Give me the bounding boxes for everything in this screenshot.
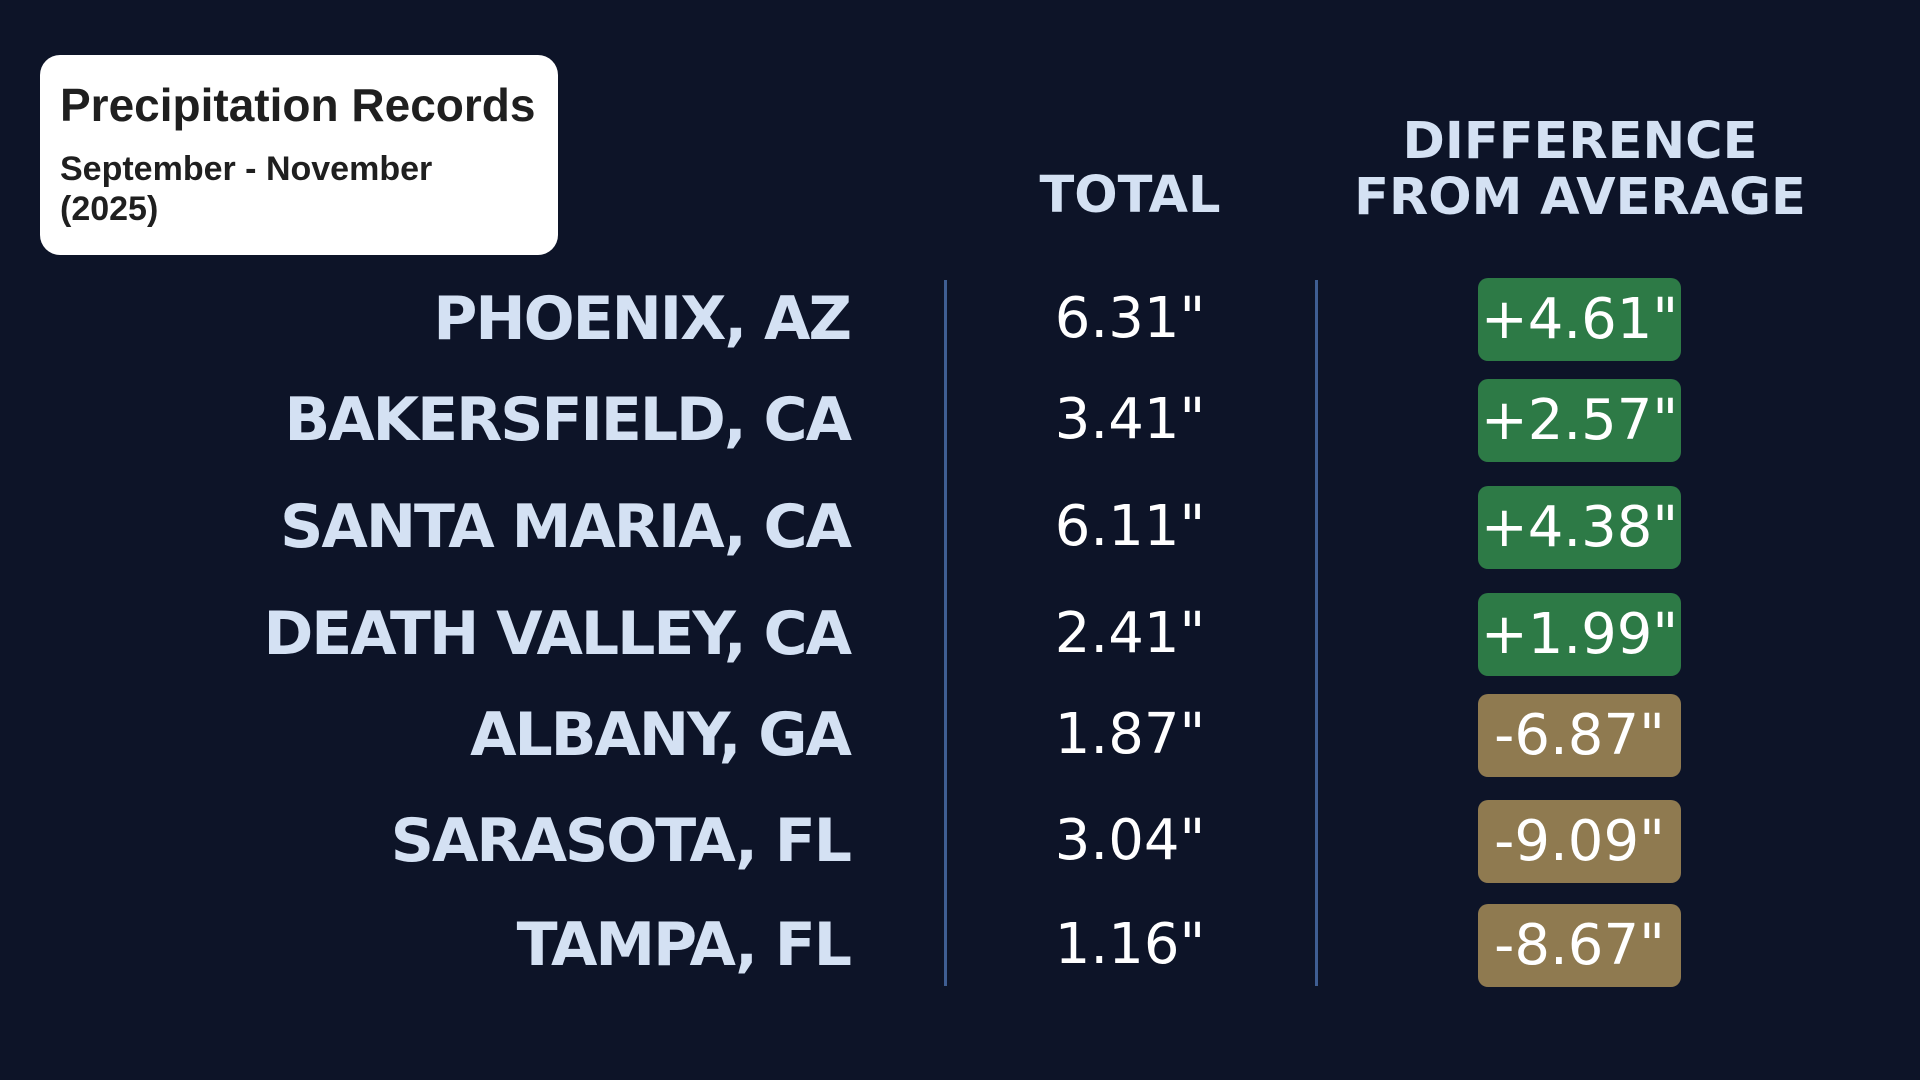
row-difference-badge: +4.61" — [1478, 278, 1681, 361]
row-difference-badge: -6.87" — [1478, 694, 1681, 777]
row-city-label: PHOENIX, AZ — [433, 284, 852, 354]
column-header-difference-line-2: FROM AVERAGE — [1354, 168, 1806, 227]
row-city-label: TAMPA, FL — [516, 910, 852, 980]
title-card: Precipitation Records September - Novemb… — [40, 55, 558, 255]
column-header-difference-line-1: DIFFERENCE — [1402, 112, 1758, 171]
row-city-label: BAKERSFIELD, CA — [284, 385, 852, 455]
chart-title: Precipitation Records — [60, 79, 536, 131]
row-total-value: 6.11" — [1054, 494, 1206, 559]
row-total-value: 1.16" — [1054, 912, 1206, 977]
row-total-value: 2.41" — [1054, 601, 1206, 666]
row-difference-badge: +1.99" — [1478, 593, 1681, 676]
column-divider-left — [944, 280, 947, 986]
column-header-difference: DIFFERENCE FROM AVERAGE — [1330, 114, 1830, 226]
row-total-value: 3.04" — [1054, 808, 1206, 873]
row-difference-badge: +4.38" — [1478, 486, 1681, 569]
row-city-label: DEATH VALLEY, CA — [263, 599, 852, 669]
row-total-value: 6.31" — [1054, 286, 1206, 351]
column-header-total-line: TOTAL — [1039, 166, 1221, 225]
column-header-total: TOTAL — [1030, 168, 1230, 224]
row-city-label: ALBANY, GA — [470, 700, 852, 770]
row-difference-badge: -9.09" — [1478, 800, 1681, 883]
row-city-label: SANTA MARIA, CA — [280, 492, 852, 562]
row-difference-badge: -8.67" — [1478, 904, 1681, 987]
column-divider-right — [1315, 280, 1318, 986]
row-difference-badge: +2.57" — [1478, 379, 1681, 462]
row-city-label: SARASOTA, FL — [390, 806, 852, 876]
row-total-value: 3.41" — [1054, 387, 1206, 452]
row-total-value: 1.87" — [1054, 702, 1206, 767]
chart-subtitle: September - November (2025) — [60, 150, 433, 228]
